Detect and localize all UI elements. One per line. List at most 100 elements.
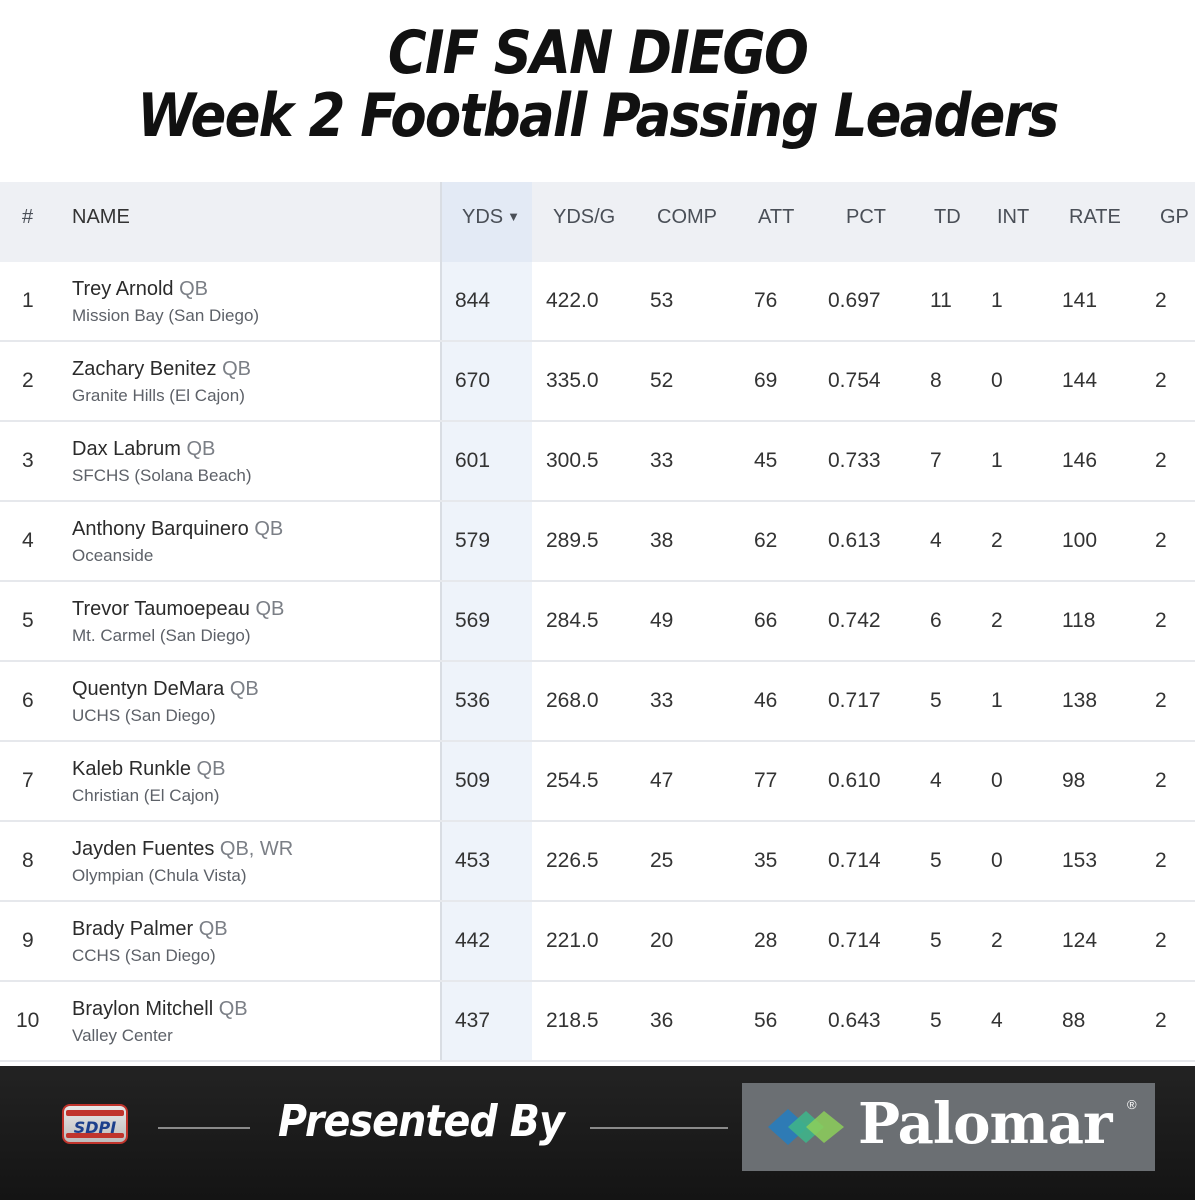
td-cell: 5 — [930, 1009, 942, 1032]
att-cell: 77 — [754, 769, 778, 792]
player-name[interactable]: Brady Palmer QB — [72, 918, 228, 941]
player-name[interactable]: Kaleb Runkle QB — [72, 758, 225, 781]
rank-cell: 10 — [16, 1009, 40, 1032]
pct-cell: 0.714 — [828, 849, 881, 872]
att-cell: 28 — [754, 929, 778, 952]
player-name[interactable]: Quentyn DeMara QB — [72, 678, 259, 701]
rate-cell: 98 — [1062, 769, 1086, 792]
sdpi-logo-stripe-bottom — [66, 1133, 124, 1138]
header-rank[interactable]: # — [22, 206, 34, 228]
player-name[interactable]: Anthony Barquinero QB — [72, 518, 283, 541]
header-name[interactable]: NAME — [72, 206, 130, 228]
header-yds-per-game[interactable]: YDS/G — [553, 206, 616, 228]
palomar-logo: Palomar ® — [742, 1083, 1155, 1171]
ydsg-cell: 300.5 — [546, 449, 599, 472]
rate-cell: 144 — [1062, 369, 1098, 392]
header-att[interactable]: ATT — [758, 206, 795, 228]
table-row[interactable]: 2 Zachary Benitez QB Granite Hills (El Caj… — [0, 342, 1195, 422]
gp-cell: 2 — [1155, 369, 1167, 392]
int-cell: 1 — [991, 449, 1003, 472]
int-cell: 1 — [991, 689, 1003, 712]
int-cell: 0 — [991, 849, 1003, 872]
int-cell: 2 — [991, 929, 1003, 952]
table-row[interactable]: 4 Anthony Barquinero QB Oceanside 579 289.5 3… — [0, 502, 1195, 582]
presented-by-text: Presented By — [278, 1096, 565, 1147]
sdpi-logo: SDPI — [62, 1104, 128, 1144]
rate-cell: 118 — [1062, 609, 1096, 632]
title-line-1: CIF SAN DIEGO — [387, 18, 809, 88]
sorted-column-highlight — [442, 182, 532, 1060]
rank-cell: 1 — [22, 289, 34, 312]
player-name-text: Trevor Taumoepeau — [72, 598, 250, 620]
player-position: QB — [229, 678, 259, 700]
player-name[interactable]: Zachary Benitez QB — [72, 358, 251, 381]
header-yds-label: YDS — [462, 206, 504, 228]
rank-cell: 9 — [22, 929, 34, 952]
header-rate[interactable]: RATE — [1069, 206, 1121, 228]
player-name[interactable]: Trey Arnold QB — [72, 278, 208, 301]
table-row[interactable]: 8 Jayden Fuentes QB, WR Olympian (Chula Vi… — [0, 822, 1195, 902]
table-row[interactable]: 1 Trey Arnold QB Mission Bay (San Diego) 84… — [0, 262, 1195, 342]
table-row[interactable]: 10 Braylon Mitchell QB Valley Center 437 218… — [0, 982, 1195, 1062]
rank-cell: 4 — [22, 529, 34, 552]
player-name[interactable]: Dax Labrum QB — [72, 438, 215, 461]
header-pct[interactable]: PCT — [846, 206, 886, 228]
td-cell: 5 — [930, 849, 942, 872]
pct-cell: 0.733 — [828, 449, 881, 472]
ydsg-cell: 226.5 — [546, 849, 599, 872]
ydsg-cell: 218.5 — [546, 1009, 599, 1032]
header-td[interactable]: TD — [934, 206, 961, 228]
header-yds[interactable]: YDS ▼ — [462, 182, 520, 262]
pct-cell: 0.613 — [828, 529, 881, 552]
player-school: Granite Hills (El Cajon) — [72, 386, 245, 405]
att-cell: 62 — [754, 529, 778, 552]
player-name[interactable]: Jayden Fuentes QB, WR — [72, 838, 293, 861]
yds-cell: 569 — [455, 609, 491, 632]
rank-cell: 8 — [22, 849, 34, 872]
rate-cell: 88 — [1062, 1009, 1086, 1032]
player-name[interactable]: Braylon Mitchell QB — [72, 998, 248, 1021]
yds-cell: 601 — [455, 449, 491, 472]
att-cell: 66 — [754, 609, 778, 632]
sorted-header-highlight — [442, 182, 532, 262]
column-divider — [440, 182, 442, 1060]
table-row[interactable]: 7 Kaleb Runkle QB Christian (El Cajon) 509 2… — [0, 742, 1195, 822]
gp-cell: 2 — [1155, 689, 1167, 712]
rank-cell: 5 — [22, 609, 34, 632]
player-school: SFCHS (Solana Beach) — [72, 466, 252, 485]
leaders-table: # NAME YDS ▼ YDS/G COMP ATT PCT TD INT RA… — [0, 182, 1195, 1062]
player-school: Valley Center — [72, 1026, 173, 1045]
comp-cell: 53 — [650, 289, 674, 312]
table-header-row — [0, 182, 1195, 262]
header-int[interactable]: INT — [997, 206, 1030, 228]
yds-cell: 579 — [455, 529, 491, 552]
rate-cell: 153 — [1062, 849, 1098, 872]
ydsg-cell: 284.5 — [546, 609, 599, 632]
header-gp[interactable]: GP — [1160, 206, 1189, 228]
td-cell: 4 — [930, 769, 942, 792]
int-cell: 2 — [991, 609, 1003, 632]
rank-cell: 7 — [22, 769, 34, 792]
table-row[interactable]: 6 Quentyn DeMara QB UCHS (San Diego) 536 268… — [0, 662, 1195, 742]
td-cell: 4 — [930, 529, 942, 552]
pct-cell: 0.754 — [828, 369, 881, 392]
att-cell: 35 — [754, 849, 778, 872]
td-cell: 8 — [930, 369, 942, 392]
player-position: QB — [186, 438, 216, 460]
player-name[interactable]: Trevor Taumoepeau QB — [72, 598, 284, 621]
gp-cell: 2 — [1155, 449, 1167, 472]
player-name-text: Braylon Mitchell — [72, 998, 214, 1020]
player-position: QB — [222, 358, 251, 380]
rate-cell: 124 — [1062, 929, 1098, 952]
td-cell: 7 — [930, 449, 942, 472]
table-row[interactable]: 5 Trevor Taumoepeau QB Mt. Carmel (San Die… — [0, 582, 1195, 662]
rate-cell: 141 — [1062, 289, 1098, 312]
header-comp[interactable]: COMP — [657, 206, 717, 228]
player-name-text: Kaleb Runkle — [72, 758, 191, 780]
att-cell: 56 — [754, 1009, 778, 1032]
ydsg-cell: 268.0 — [546, 689, 599, 712]
gp-cell: 2 — [1155, 529, 1167, 552]
table-row[interactable]: 9 Brady Palmer QB CCHS (San Diego) 442 221.0… — [0, 902, 1195, 982]
ydsg-cell: 221.0 — [546, 929, 599, 952]
table-row[interactable]: 3 Dax Labrum QB SFCHS (Solana Beach) 601 300… — [0, 422, 1195, 502]
